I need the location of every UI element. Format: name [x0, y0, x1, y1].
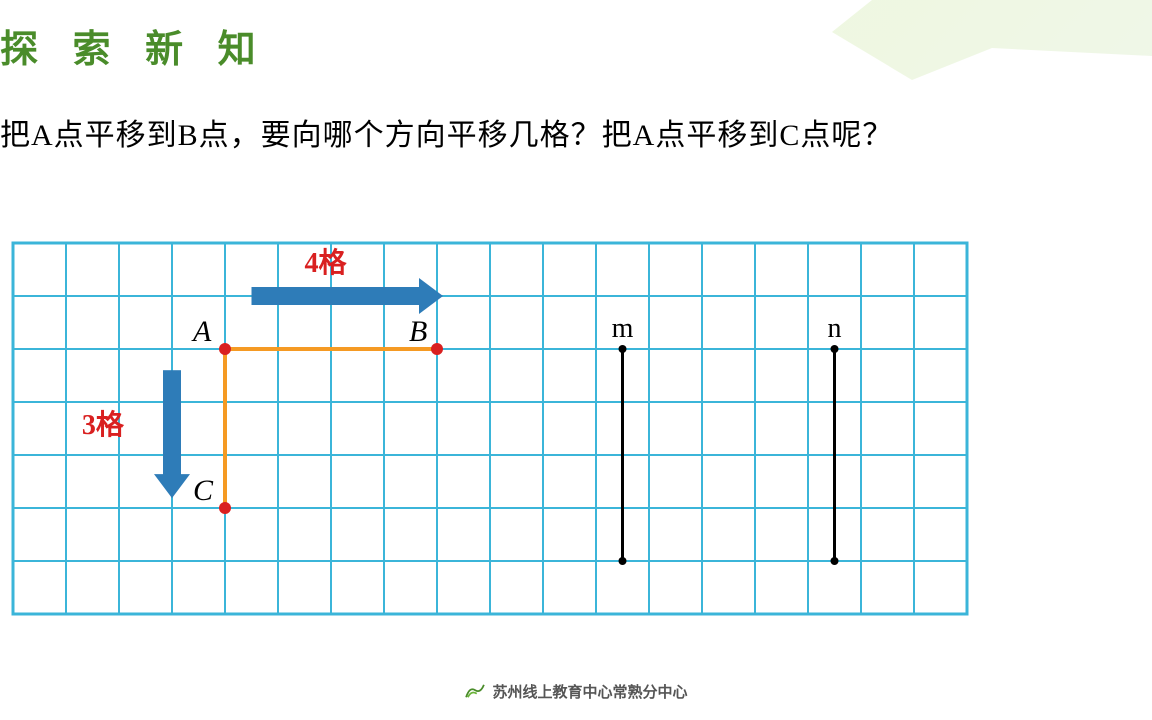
arrow-vert-head: [154, 474, 190, 498]
section-title: 探 索 新 知: [0, 18, 268, 73]
line-m-label: m: [612, 313, 634, 344]
grid-diagram: 4格 3格 m n A B C: [10, 240, 970, 622]
arrow-horiz-label: 4格: [305, 247, 348, 279]
question-text: 把A点平移到B点，要向哪个方向平移几格？把A点平移到C点呢？: [0, 110, 893, 154]
leaf-decoration: [752, 0, 1152, 80]
footer: 苏州线上教育中心常熟分中心: [0, 681, 1152, 702]
point-A-label: A: [191, 315, 212, 348]
point-C: [219, 502, 231, 514]
footer-text: 苏州线上教育中心常熟分中心: [492, 684, 687, 701]
point-C-label: C: [193, 474, 214, 507]
arrow-horiz-head: [419, 278, 443, 314]
arrow-vert-label: 3格: [82, 409, 125, 441]
footer-logo-icon: [464, 683, 486, 699]
point-A: [219, 343, 231, 355]
line-n-label: n: [828, 313, 842, 344]
line-n-bottom-dot: [831, 557, 839, 565]
grid-svg: 4格 3格 m n A B C: [10, 240, 970, 617]
line-m-top-dot: [619, 345, 627, 353]
line-n-top-dot: [831, 345, 839, 353]
point-B-label: B: [409, 315, 427, 348]
point-B: [431, 343, 443, 355]
arrow-vert-body: [163, 370, 181, 478]
line-m-bottom-dot: [619, 557, 627, 565]
arrow-horiz-body: [252, 287, 424, 305]
